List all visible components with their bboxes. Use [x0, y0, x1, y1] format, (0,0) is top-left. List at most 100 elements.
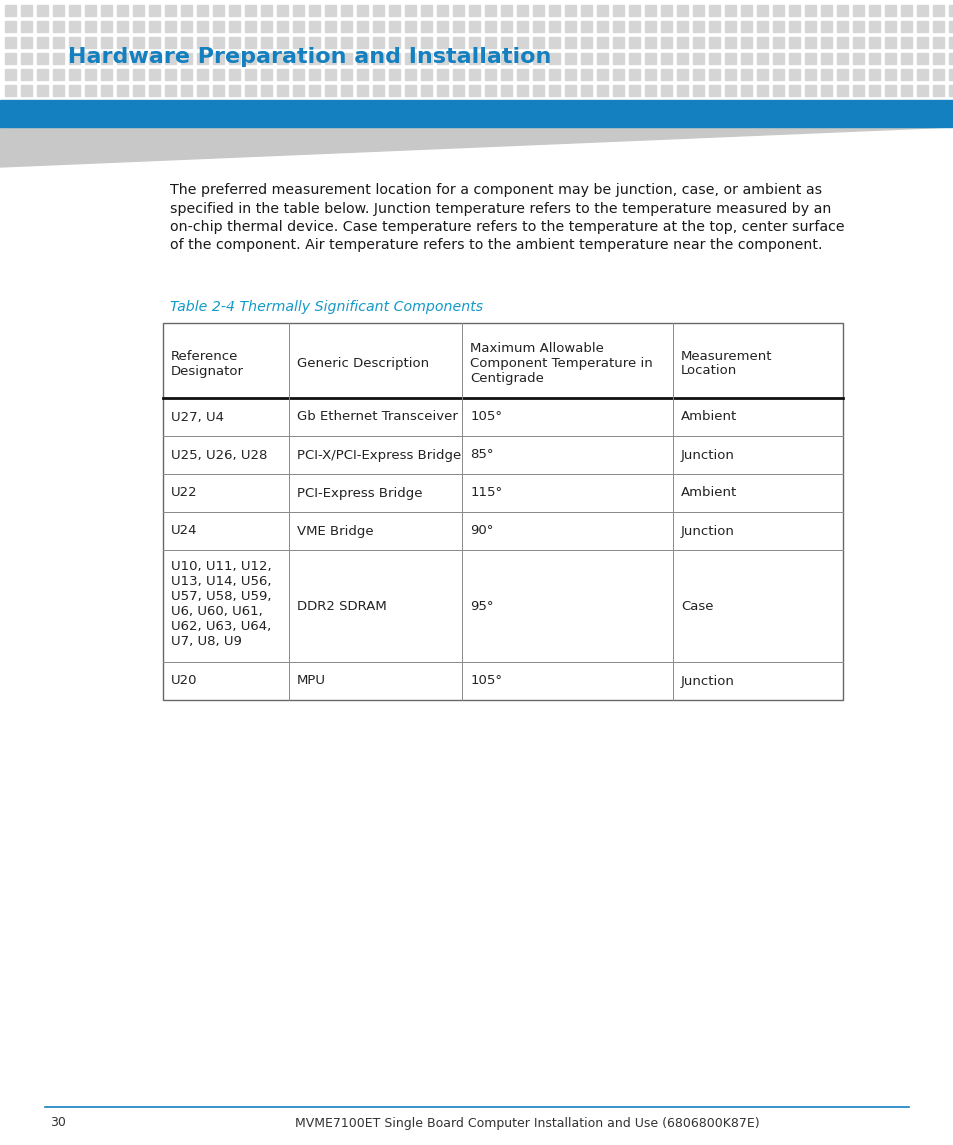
Bar — [580, 5, 592, 16]
Bar — [85, 21, 96, 32]
Bar — [724, 85, 735, 96]
Bar — [628, 37, 639, 48]
Bar — [932, 37, 943, 48]
Bar — [613, 21, 623, 32]
Bar — [564, 37, 576, 48]
Bar — [628, 85, 639, 96]
Bar — [356, 69, 368, 80]
Bar — [708, 69, 720, 80]
Bar — [836, 37, 847, 48]
Bar — [500, 69, 512, 80]
Bar — [948, 69, 953, 80]
Bar — [213, 21, 224, 32]
Bar — [213, 37, 224, 48]
Bar — [293, 53, 304, 64]
Bar — [932, 69, 943, 80]
Bar — [757, 85, 767, 96]
Bar — [836, 53, 847, 64]
Bar — [628, 21, 639, 32]
Text: 85°: 85° — [470, 449, 494, 461]
Bar — [213, 85, 224, 96]
Bar — [517, 37, 527, 48]
Bar — [821, 53, 831, 64]
Bar — [644, 37, 656, 48]
Bar — [117, 69, 128, 80]
Bar — [484, 69, 496, 80]
Text: The preferred measurement location for a component may be junction, case, or amb: The preferred measurement location for a… — [170, 183, 821, 197]
Bar — [932, 53, 943, 64]
Bar — [660, 53, 671, 64]
Bar — [261, 37, 272, 48]
Bar — [117, 85, 128, 96]
Bar — [772, 37, 783, 48]
Bar — [405, 85, 416, 96]
Bar — [469, 85, 479, 96]
Bar — [757, 21, 767, 32]
Bar — [309, 21, 319, 32]
Bar — [948, 5, 953, 16]
Bar — [484, 21, 496, 32]
Bar — [580, 53, 592, 64]
Bar — [37, 5, 48, 16]
Bar — [181, 5, 192, 16]
Bar — [453, 5, 463, 16]
Bar — [101, 69, 112, 80]
Bar — [69, 37, 80, 48]
Bar — [884, 5, 895, 16]
Bar — [101, 5, 112, 16]
Bar — [724, 37, 735, 48]
Bar — [229, 5, 240, 16]
Bar — [628, 53, 639, 64]
Bar — [117, 21, 128, 32]
Bar — [900, 69, 911, 80]
Bar — [517, 85, 527, 96]
Text: Maximum Allowable: Maximum Allowable — [470, 342, 603, 355]
Bar — [325, 69, 335, 80]
Bar — [692, 21, 703, 32]
Bar — [340, 85, 352, 96]
Bar — [53, 21, 64, 32]
Bar — [677, 21, 687, 32]
Bar — [788, 53, 800, 64]
Bar — [389, 53, 399, 64]
Bar — [500, 37, 512, 48]
Bar — [149, 85, 160, 96]
Bar — [373, 53, 384, 64]
Bar — [900, 85, 911, 96]
Bar — [884, 37, 895, 48]
Bar — [932, 5, 943, 16]
Bar — [453, 69, 463, 80]
Bar — [37, 85, 48, 96]
Bar — [804, 53, 815, 64]
Bar — [740, 69, 751, 80]
Bar — [229, 37, 240, 48]
Bar — [580, 37, 592, 48]
Bar — [117, 5, 128, 16]
Bar — [165, 37, 175, 48]
Bar — [325, 53, 335, 64]
Bar — [420, 69, 432, 80]
Bar — [325, 5, 335, 16]
Bar — [132, 85, 144, 96]
Bar — [469, 69, 479, 80]
Bar — [436, 85, 448, 96]
Bar — [533, 37, 543, 48]
Text: PCI-Express Bridge: PCI-Express Bridge — [296, 487, 422, 499]
Bar — [884, 85, 895, 96]
Bar — [389, 21, 399, 32]
Text: U27, U4: U27, U4 — [171, 411, 224, 424]
Bar — [469, 21, 479, 32]
Bar — [213, 69, 224, 80]
Text: Generic Description: Generic Description — [296, 357, 429, 370]
Bar — [517, 21, 527, 32]
Bar — [740, 53, 751, 64]
Bar — [517, 53, 527, 64]
Bar — [101, 85, 112, 96]
Bar — [692, 53, 703, 64]
Bar — [821, 69, 831, 80]
Bar — [181, 69, 192, 80]
Bar — [309, 37, 319, 48]
Bar — [916, 37, 927, 48]
Bar — [597, 53, 607, 64]
Bar — [852, 69, 863, 80]
